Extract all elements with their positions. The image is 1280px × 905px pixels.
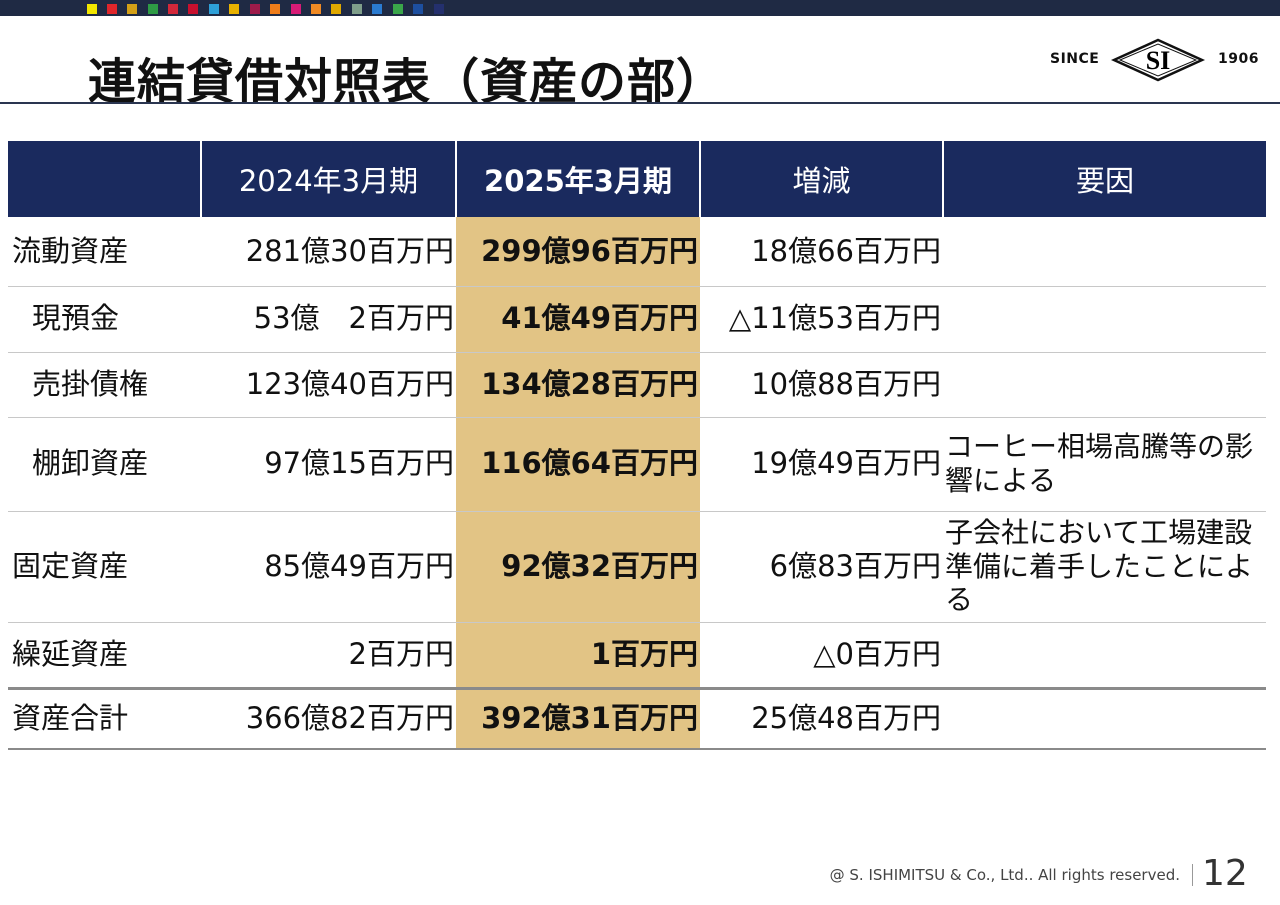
- value-cell: 18億66百万円: [700, 217, 943, 287]
- value-cell: 85億49百万円: [201, 511, 456, 623]
- row-label: 固定資産: [8, 511, 201, 623]
- value-cell: 92億32百万円: [456, 511, 700, 623]
- table-row: 繰延資産 2百万円 1百万円 △0百万円: [8, 622, 1266, 689]
- value-cell: 1百万円: [456, 622, 700, 689]
- value-cell: 19億49百万円: [700, 417, 943, 512]
- value-cell: 41億49百万円: [456, 286, 700, 353]
- table-row: 棚卸資産 97億15百万円 116億64百万円 19億49百万円 コーヒー相場高騰等の影…: [8, 417, 1266, 512]
- value-cell: 116億64百万円: [456, 417, 700, 512]
- value-cell: 281億30百万円: [201, 217, 456, 287]
- reason-cell: [943, 352, 1266, 418]
- value-cell: 392億31百万円: [456, 686, 700, 750]
- value-cell: 366億82百万円: [201, 686, 456, 750]
- value-cell: 10億88百万円: [700, 352, 943, 418]
- logo: SINCE SI 1906: [1040, 38, 1270, 82]
- value-cell: △11億53百万円: [700, 286, 943, 353]
- title-rule: [0, 102, 1280, 104]
- reason-cell: 子会社において工場建設準備に着手したことによる: [943, 511, 1266, 623]
- logo-text: SI: [1146, 46, 1171, 75]
- value-cell: 53億 2百万円: [201, 286, 456, 353]
- table-row: 固定資産 85億49百万円 92億32百万円 6億83百万円 子会社において工場建設準備…: [8, 511, 1266, 623]
- reason-cell: [943, 622, 1266, 689]
- table-row: 流動資産 281億30百万円 299億96百万円 18億66百万円: [8, 217, 1266, 287]
- value-cell: 25億48百万円: [700, 686, 943, 750]
- reason-cell: [943, 286, 1266, 353]
- header-cell: 2025年3月期: [455, 141, 700, 217]
- row-label: 売掛債権: [8, 352, 201, 418]
- header-cell: 2024年3月期: [200, 141, 456, 217]
- value-cell: 134億28百万円: [456, 352, 700, 418]
- footer-divider: [1192, 864, 1193, 886]
- logo-year: 1906: [1218, 51, 1259, 67]
- value-cell: 299億96百万円: [456, 217, 700, 287]
- value-cell: 123億40百万円: [201, 352, 456, 418]
- row-label: 現預金: [8, 286, 201, 353]
- reason-cell: コーヒー相場高騰等の影響による: [943, 417, 1266, 512]
- row-label: 資産合計: [8, 686, 201, 750]
- table-row: 資産合計 366億82百万円 392億31百万円 25億48百万円: [8, 686, 1266, 750]
- header-cell: 増減: [699, 141, 943, 217]
- copyright: @ S. ISHIMITSU & Co., Ltd.. All rights r…: [829, 866, 1180, 884]
- header-cell: [8, 141, 201, 217]
- table-row: 売掛債権 123億40百万円 134億28百万円 10億88百万円: [8, 352, 1266, 418]
- table-row: 現預金 53億 2百万円 41億49百万円 △11億53百万円: [8, 286, 1266, 353]
- reason-cell: [943, 686, 1266, 750]
- page-number: 12: [1202, 853, 1248, 894]
- value-cell: 97億15百万円: [201, 417, 456, 512]
- header-cell: 要因: [942, 141, 1266, 217]
- row-label: 流動資産: [8, 217, 201, 287]
- value-cell: 6億83百万円: [700, 511, 943, 623]
- row-label: 繰延資産: [8, 622, 201, 689]
- slide-title: 連結貸借対照表（資産の部）: [88, 54, 726, 110]
- logo-since: SINCE: [1050, 51, 1100, 67]
- logo-mark: SI: [1110, 38, 1206, 82]
- value-cell: △0百万円: [700, 622, 943, 689]
- balance-table: 2024年3月期 2025年3月期 増減 要因 流動資産 281億30百万円 299億96…: [8, 141, 1266, 750]
- header-row: 2024年3月期 2025年3月期 増減 要因: [8, 141, 1266, 217]
- reason-cell: [943, 217, 1266, 287]
- row-label: 棚卸資産: [8, 417, 201, 512]
- value-cell: 2百万円: [201, 622, 456, 689]
- top-bar: [0, 0, 1280, 16]
